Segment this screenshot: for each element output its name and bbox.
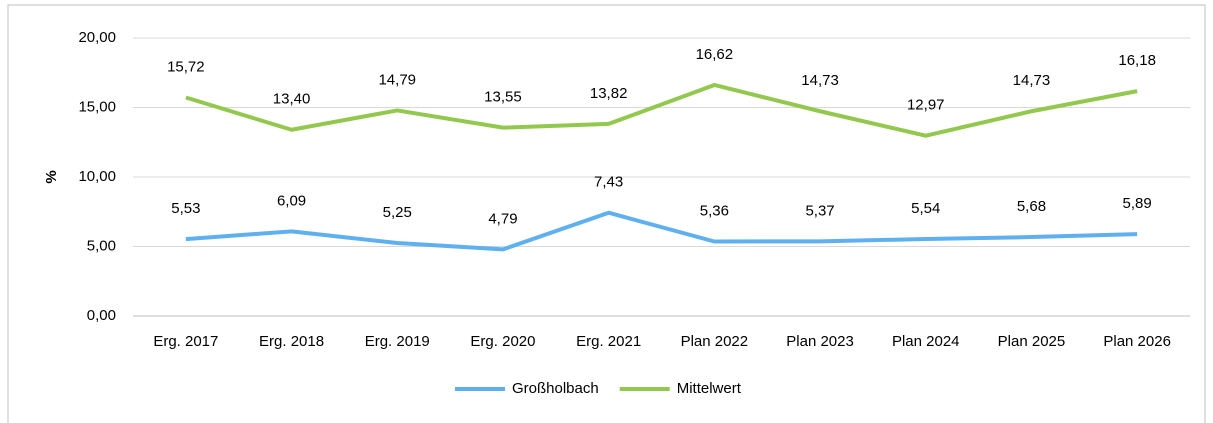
x-tick-label: Plan 2025 [998,333,1066,350]
data-label: 5,36 [700,202,729,219]
series-line [185,82,1138,138]
data-label: 5,53 [171,200,200,217]
x-tick-label: Plan 2023 [786,333,854,350]
data-label: 13,40 [273,91,311,108]
data-label: 16,62 [696,46,734,63]
data-label: 13,82 [590,85,628,102]
x-tick-label: Erg. 2021 [576,333,641,350]
data-label: 14,73 [801,72,839,89]
x-tick-label: Erg. 2020 [470,333,535,350]
series-line [185,210,1138,252]
data-label: 5,68 [1017,198,1046,215]
y-tick-label: 15,00 [78,98,116,115]
x-tick-label: Plan 2026 [1103,333,1171,350]
data-label: 12,97 [907,97,945,114]
data-label: 16,18 [1118,52,1156,69]
x-tick-label: Plan 2024 [892,333,960,350]
legend-label: Mittelwert [677,380,742,397]
data-label: 14,79 [378,71,416,88]
x-tick-label: Erg. 2018 [259,333,324,350]
x-tick-label: Erg. 2017 [153,333,218,350]
y-tick-label: 0,00 [87,307,116,324]
data-label: 15,72 [167,58,205,75]
y-axis-label: % [43,170,60,183]
data-label: 6,09 [277,192,306,209]
chart-frame [7,4,1206,423]
data-label: 13,55 [484,89,522,106]
data-label: 5,25 [383,204,412,221]
legend-label: Großholbach [512,380,599,397]
data-label: 7,43 [594,174,623,191]
data-label: 4,79 [488,210,517,227]
data-label: 5,89 [1123,195,1152,212]
data-label: 5,54 [911,200,940,217]
y-tick-label: 10,00 [78,168,116,185]
data-label: 5,37 [805,202,834,219]
data-label: 14,73 [1013,72,1051,89]
x-tick-label: Erg. 2019 [365,333,430,350]
x-tick-label: Plan 2022 [681,333,749,350]
y-tick-label: 20,00 [78,29,116,46]
y-tick-label: 5,00 [87,237,116,254]
